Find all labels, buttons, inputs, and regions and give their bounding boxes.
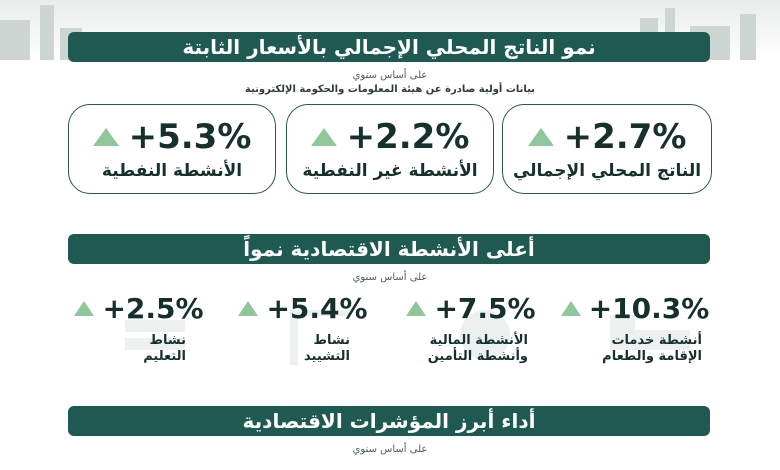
stat-finance-insurance: +7.5% الأنشطة المالية وأنشطة التأمين	[396, 292, 546, 365]
triangle-up-icon	[238, 301, 259, 316]
stat-education: +2.5% نشاط التعليم	[64, 292, 214, 365]
gdp-growth-title-banner: نمو الناتج المحلي الإجمالي بالأسعار الثا…	[68, 32, 710, 62]
triangle-up-icon	[527, 128, 554, 146]
triangle-up-icon	[74, 301, 95, 316]
card-label: الناتج المحلي الإجمالي	[512, 161, 702, 181]
gdp-source-note: بيانات أولية صادرة عن هيئة المعلومات وال…	[245, 84, 535, 95]
triangle-up-icon	[406, 301, 427, 316]
stat-value: +10.3%	[588, 292, 710, 325]
stat-accommodation-food: +10.3% أنشطة خدمات الإقامة والطعام	[560, 292, 710, 365]
gdp-growth-title: نمو الناتج المحلي الإجمالي بالأسعار الثا…	[182, 35, 596, 59]
stat-construction: +5.4% نشاط التشييد	[228, 292, 378, 365]
indicators-title-banner: أداء أبرز المؤشرات الاقتصادية	[68, 406, 710, 436]
card-oil-activities: +5.3% الأنشطة النفطية	[68, 104, 276, 194]
card-label: الأنشطة النفطية	[101, 161, 243, 181]
triangle-up-icon	[310, 128, 337, 146]
stat-value: +5.4%	[266, 292, 368, 325]
top-activities-title-banner: أعلى الأنشطة الاقتصادية نمواً	[68, 234, 710, 264]
card-label: الأنشطة غير النفطية	[302, 161, 478, 181]
top-activities-title: أعلى الأنشطة الاقتصادية نمواً	[243, 237, 535, 261]
education-books-icon	[125, 320, 185, 350]
construction-crane-icon	[290, 310, 350, 365]
stat-label: نشاط التشييد	[304, 333, 350, 364]
finance-coins-icon	[460, 310, 510, 360]
hotel-bed-icon	[610, 315, 690, 350]
top-activities-basis-note: على أساس سنوي	[352, 272, 428, 283]
card-value: +2.7%	[563, 117, 687, 157]
indicators-title: أداء أبرز المؤشرات الاقتصادية	[242, 409, 536, 433]
stat-label: نشاط التعليم	[143, 333, 186, 364]
triangle-up-icon	[560, 301, 581, 316]
triangle-up-icon	[92, 128, 119, 146]
card-gdp-total: +2.7% الناتج المحلي الإجمالي	[502, 104, 712, 194]
stat-label: الأنشطة المالية وأنشطة التأمين	[427, 333, 528, 364]
card-value: +5.3%	[128, 117, 252, 157]
card-value: +2.2%	[346, 117, 470, 157]
indicators-basis-note: على أساس سنوي	[352, 444, 428, 455]
card-non-oil-activities: +2.2% الأنشطة غير النفطية	[286, 104, 494, 194]
stat-label: أنشطة خدمات الإقامة والطعام	[602, 333, 702, 364]
gdp-basis-note: على أساس سنوي	[352, 70, 428, 81]
stat-value: +2.5%	[102, 292, 204, 325]
stat-value: +7.5%	[434, 292, 536, 325]
